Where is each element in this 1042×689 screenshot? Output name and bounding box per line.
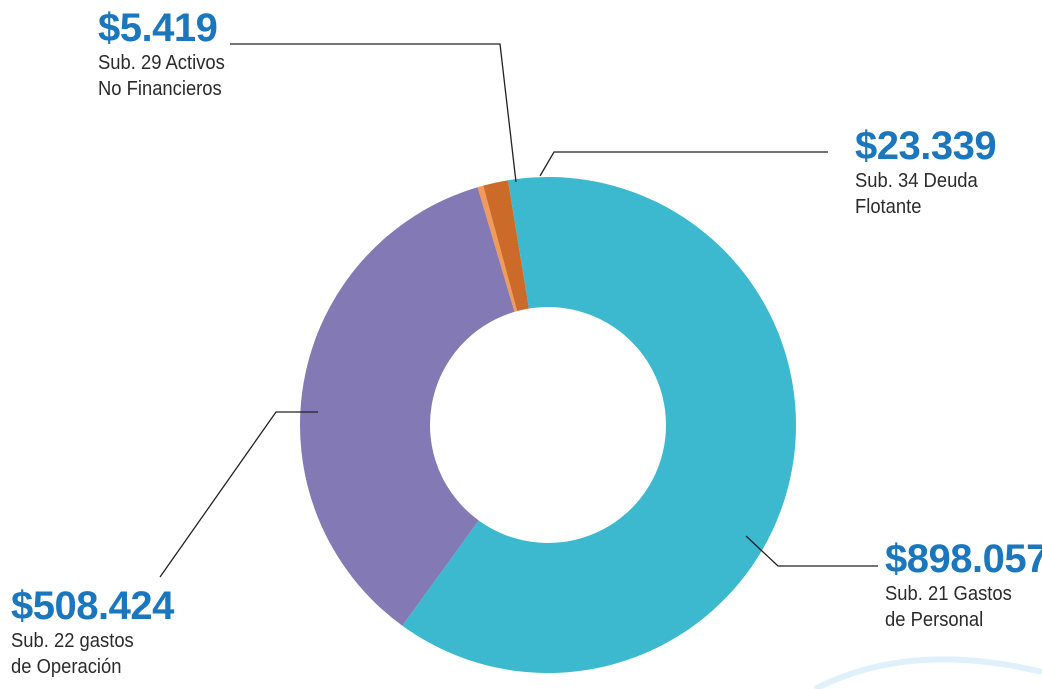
slice-label-personal: $898.057 Sub. 21 Gastos de Personal (885, 537, 1042, 633)
slice-deuda (483, 180, 529, 312)
slice-label-activos: $5.419 Sub. 29 Activos No Financieros (98, 6, 236, 102)
series-label-line: Flotante (855, 196, 922, 218)
series-label-line: de Personal (885, 609, 984, 631)
series-label-line: No Financieros (98, 78, 222, 100)
slice-label-operacion: $508.424 Sub. 22 gastos de Operación (11, 584, 174, 680)
series-label-line: Sub. 21 Gastos (885, 583, 1012, 605)
leader-line-personal (745, 535, 878, 567)
slice-activos (477, 185, 518, 312)
value-label: $898.057 (885, 537, 1042, 581)
leader-line-activos (230, 43, 517, 183)
series-label-line: Sub. 29 Activos (98, 52, 225, 74)
series-label-line: de Operación (11, 656, 122, 678)
background-arc (813, 656, 1042, 689)
leader-line-operacion (159, 411, 318, 578)
series-label-line: Sub. 22 gastos (11, 630, 134, 652)
donut-slices (300, 177, 796, 673)
slice-label-deuda: $23.339 Sub. 34 Deuda Flotante (855, 124, 997, 220)
leader-lines (159, 43, 878, 578)
leader-line-deuda (539, 151, 828, 177)
value-label: $508.424 (11, 584, 174, 628)
value-label: $5.419 (98, 6, 218, 50)
slice-personal (402, 177, 796, 673)
slice-operacion (300, 187, 515, 626)
value-label: $23.339 (855, 124, 997, 168)
series-label-line: Sub. 34 Deuda (855, 170, 978, 192)
